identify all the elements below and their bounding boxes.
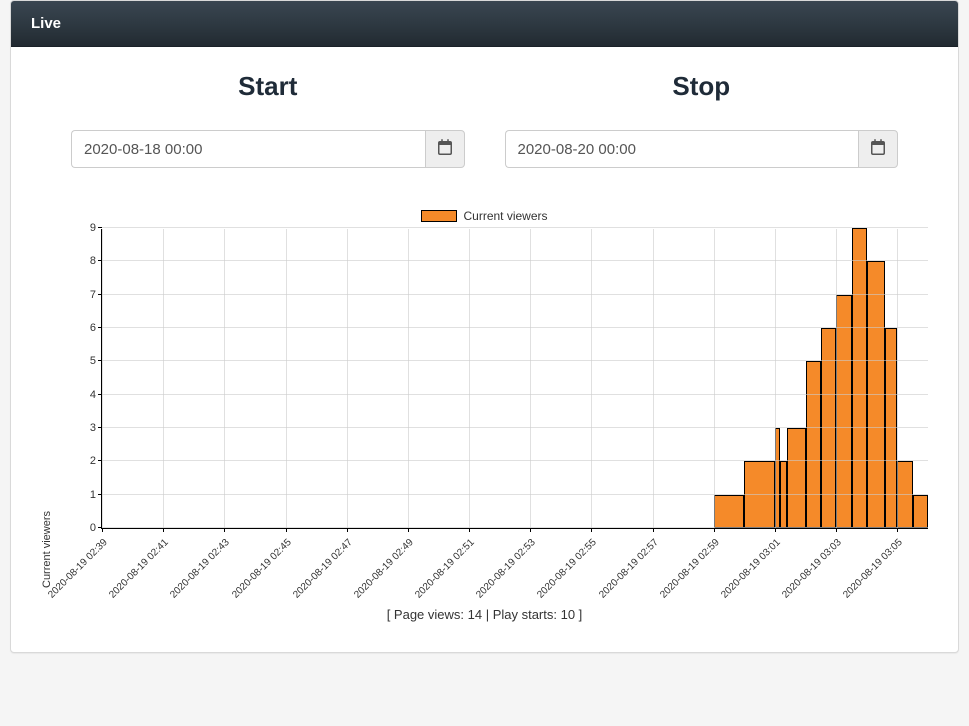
bar-segment	[780, 461, 788, 528]
bar-segment	[744, 461, 775, 528]
calendar-icon	[437, 139, 453, 160]
panel-body: Start Stop	[11, 47, 958, 652]
stop-input-group	[505, 130, 899, 168]
y-tick-label: 3	[72, 422, 96, 434]
stop-column: Stop	[505, 71, 899, 168]
bars-layer	[102, 229, 928, 528]
bar-segment	[897, 461, 912, 528]
y-tick-label: 0	[72, 522, 96, 534]
chart-plot-area: 01234567892020-08-19 02:392020-08-19 02:…	[101, 229, 928, 529]
panel-header: Live	[11, 1, 958, 47]
chart-legend: Current viewers	[31, 208, 938, 223]
bar-segment	[885, 328, 897, 528]
y-tick-label: 5	[72, 355, 96, 367]
stop-calendar-button[interactable]	[858, 130, 898, 168]
panel-title: Live	[31, 15, 61, 32]
start-datetime-input[interactable]	[71, 130, 425, 168]
y-axis-title: Current viewers	[41, 511, 53, 588]
legend-swatch	[421, 210, 457, 222]
live-panel: Live Start Stop	[10, 0, 959, 653]
y-tick-label: 2	[72, 455, 96, 467]
y-tick-label: 9	[72, 222, 96, 234]
y-tick-label: 6	[72, 322, 96, 334]
bar-segment	[913, 495, 928, 528]
y-tick-label: 7	[72, 289, 96, 301]
y-tick-label: 4	[72, 389, 96, 401]
start-column: Start	[71, 71, 465, 168]
start-label: Start	[71, 71, 465, 102]
stop-datetime-input[interactable]	[505, 130, 859, 168]
chart-footer-stats: [ Page views: 14 | Play starts: 10 ]	[31, 607, 938, 622]
bar-segment	[787, 428, 805, 528]
start-input-group	[71, 130, 465, 168]
calendar-icon	[870, 139, 886, 160]
bar-segment	[806, 361, 821, 528]
bar-segment	[852, 228, 867, 528]
bar-segment	[821, 328, 836, 528]
viewers-chart: Current viewers Current viewers 01234567…	[31, 208, 938, 622]
y-tick-label: 1	[72, 489, 96, 501]
date-range-controls: Start Stop	[31, 71, 938, 168]
stop-label: Stop	[505, 71, 899, 102]
start-calendar-button[interactable]	[425, 130, 465, 168]
y-tick-label: 8	[72, 255, 96, 267]
bar-segment	[867, 261, 885, 528]
bar-segment	[714, 495, 745, 528]
legend-label: Current viewers	[463, 209, 547, 223]
